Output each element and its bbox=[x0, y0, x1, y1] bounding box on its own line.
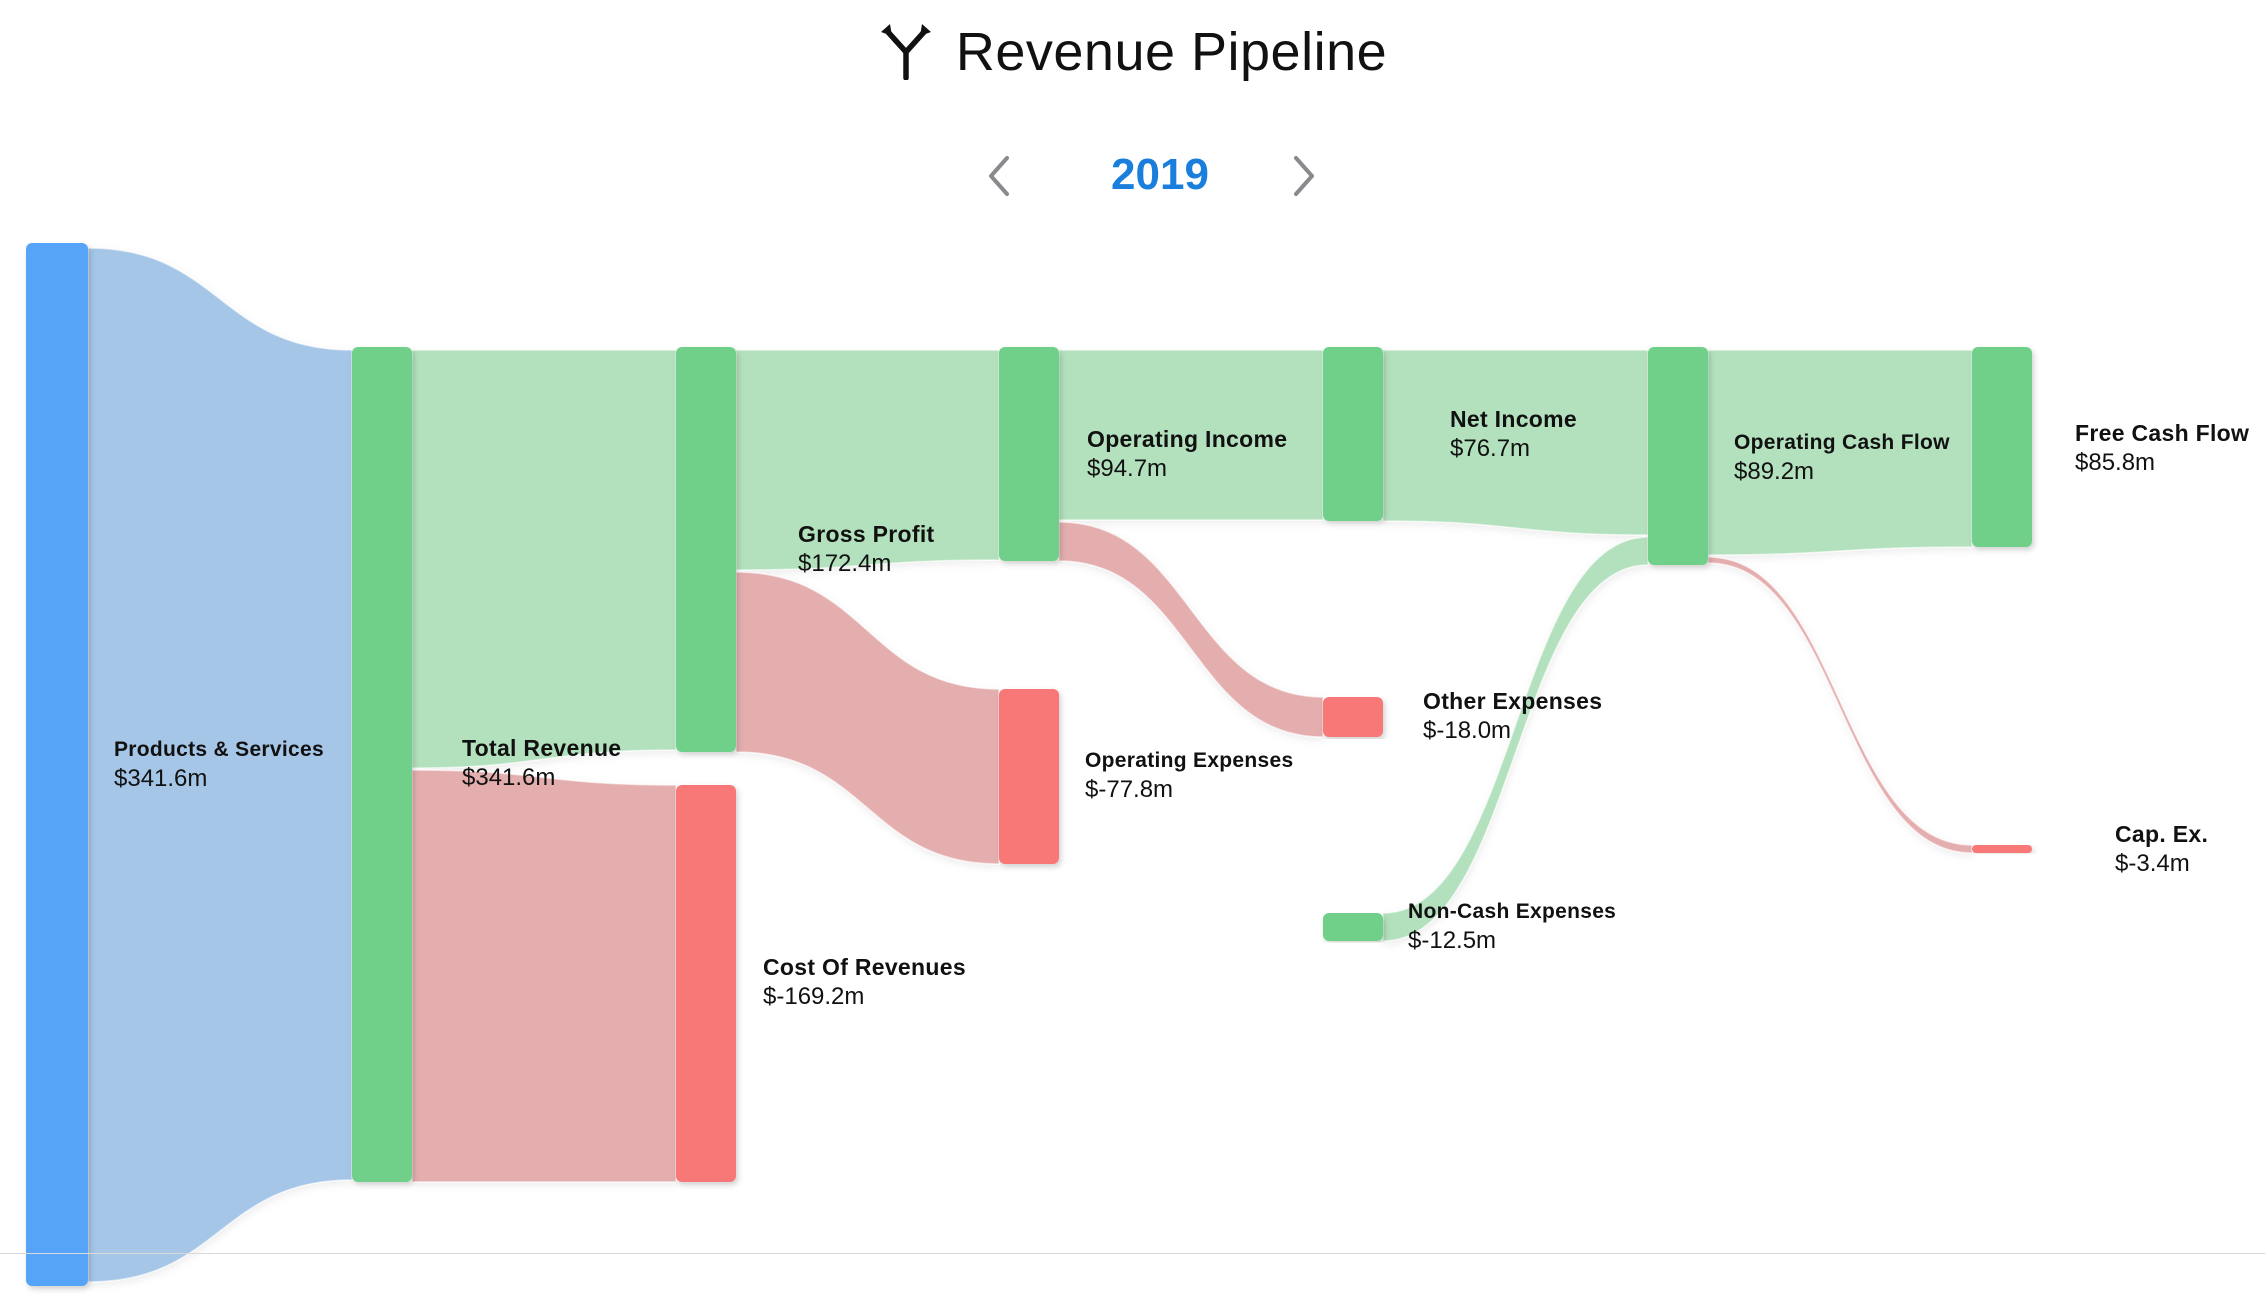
node-name: Non-Cash Expenses bbox=[1408, 900, 1617, 923]
chevron-right-icon bbox=[1294, 156, 1314, 196]
node-name: Cost Of Revenues bbox=[763, 954, 966, 980]
chevron-left-icon bbox=[989, 156, 1009, 196]
node-name: Products & Services bbox=[114, 738, 324, 761]
sankey-node-total[interactable] bbox=[352, 347, 412, 1182]
node-name: Net Income bbox=[1450, 406, 1577, 432]
node-value: $89.2m bbox=[1734, 458, 1815, 485]
next-year-button[interactable] bbox=[1273, 146, 1333, 206]
node-name: Operating Cash Flow bbox=[1734, 431, 1950, 454]
node-value: $-3.4m bbox=[2115, 850, 2190, 877]
page-title: Revenue Pipeline bbox=[955, 22, 1388, 82]
sankey-link-gross-to-opinc[interactable] bbox=[735, 349, 1000, 571]
node-label-total: Total Revenue $341.6m bbox=[462, 734, 621, 792]
node-label-opinc: Operating Income $94.7m bbox=[1087, 425, 1287, 483]
node-value: $-18.0m bbox=[1423, 717, 1512, 744]
year-navigator: 2019 bbox=[0, 142, 2265, 218]
node-name: Other Expenses bbox=[1423, 688, 1603, 714]
node-value: $341.6m bbox=[114, 765, 208, 792]
sankey-node-products[interactable] bbox=[26, 243, 88, 1286]
sankey-node-ocf[interactable] bbox=[1648, 347, 1708, 565]
sankey-node-fcf[interactable] bbox=[1972, 347, 2032, 547]
sankey-node-cor[interactable] bbox=[676, 785, 736, 1182]
node-value: $76.7m bbox=[1450, 435, 1531, 462]
node-name: Total Revenue bbox=[462, 735, 622, 761]
sankey-link-noncash-to-ocf[interactable] bbox=[1382, 536, 1649, 942]
sankey-link-products-to-total[interactable] bbox=[87, 247, 353, 1283]
sankey-link-total-to-cor[interactable] bbox=[411, 769, 677, 1183]
sankey-node-opex[interactable] bbox=[999, 689, 1059, 864]
sankey-node-noncash[interactable] bbox=[1323, 913, 1383, 941]
node-value: $172.4m bbox=[798, 550, 892, 577]
sankey-node-gross[interactable] bbox=[676, 347, 736, 752]
node-value: $341.6m bbox=[462, 764, 556, 791]
node-label-gross: Gross Profit $172.4m bbox=[798, 520, 935, 578]
node-name: Operating Expenses bbox=[1085, 749, 1294, 772]
sankey-link-ocf-to-capex[interactable] bbox=[1707, 556, 1973, 854]
node-value: $85.8m bbox=[2075, 449, 2156, 476]
sankey-link-gross-to-opex[interactable] bbox=[735, 571, 1000, 865]
node-label-opex: Operating Expenses $-77.8m bbox=[1085, 746, 1293, 804]
sankey-node-capex[interactable] bbox=[1972, 845, 2032, 853]
node-label-capex: Cap. Ex. $-3.4m bbox=[2115, 820, 2208, 878]
node-label-netinc: Net Income $76.7m bbox=[1450, 405, 1577, 463]
node-name: Operating Income bbox=[1087, 426, 1288, 452]
node-value: $-12.5m bbox=[1408, 927, 1497, 954]
node-label-otherexp: Other Expenses $-18.0m bbox=[1423, 687, 1602, 745]
sankey-node-netinc[interactable] bbox=[1323, 347, 1383, 521]
sankey-link-opinc-to-netinc[interactable] bbox=[1058, 349, 1324, 521]
sankey-link-total-to-gross[interactable] bbox=[411, 349, 677, 769]
node-name: Cap. Ex. bbox=[2115, 821, 2209, 847]
split-arrows-icon bbox=[880, 24, 931, 80]
previous-year-button[interactable] bbox=[970, 146, 1030, 206]
year-selector[interactable]: 2019 bbox=[1111, 150, 1209, 199]
sankey-link-ocf-to-fcf[interactable] bbox=[1707, 349, 1973, 556]
node-value: $-169.2m bbox=[763, 983, 865, 1010]
sankey-link-opinc-to-otherexp[interactable] bbox=[1058, 521, 1324, 738]
node-label-ocf: Operating Cash Flow $89.2m bbox=[1734, 428, 1950, 486]
node-label-fcf: Free Cash Flow $85.8m bbox=[2075, 419, 2249, 477]
sankey-node-opinc[interactable] bbox=[999, 347, 1059, 561]
node-name: Gross Profit bbox=[798, 521, 935, 547]
node-label-noncash: Non-Cash Expenses $-12.5m bbox=[1408, 897, 1616, 955]
bottom-divider bbox=[0, 1253, 2265, 1254]
node-label-products: Products & Services $341.6m bbox=[114, 735, 324, 793]
node-value: $94.7m bbox=[1087, 455, 1168, 482]
sankey-node-otherexp[interactable] bbox=[1323, 697, 1383, 737]
node-label-cor: Cost Of Revenues $-169.2m bbox=[763, 953, 966, 1011]
node-value: $-77.8m bbox=[1085, 776, 1174, 803]
node-name: Free Cash Flow bbox=[2075, 420, 2250, 446]
page-header: Revenue Pipeline bbox=[0, 14, 2265, 90]
